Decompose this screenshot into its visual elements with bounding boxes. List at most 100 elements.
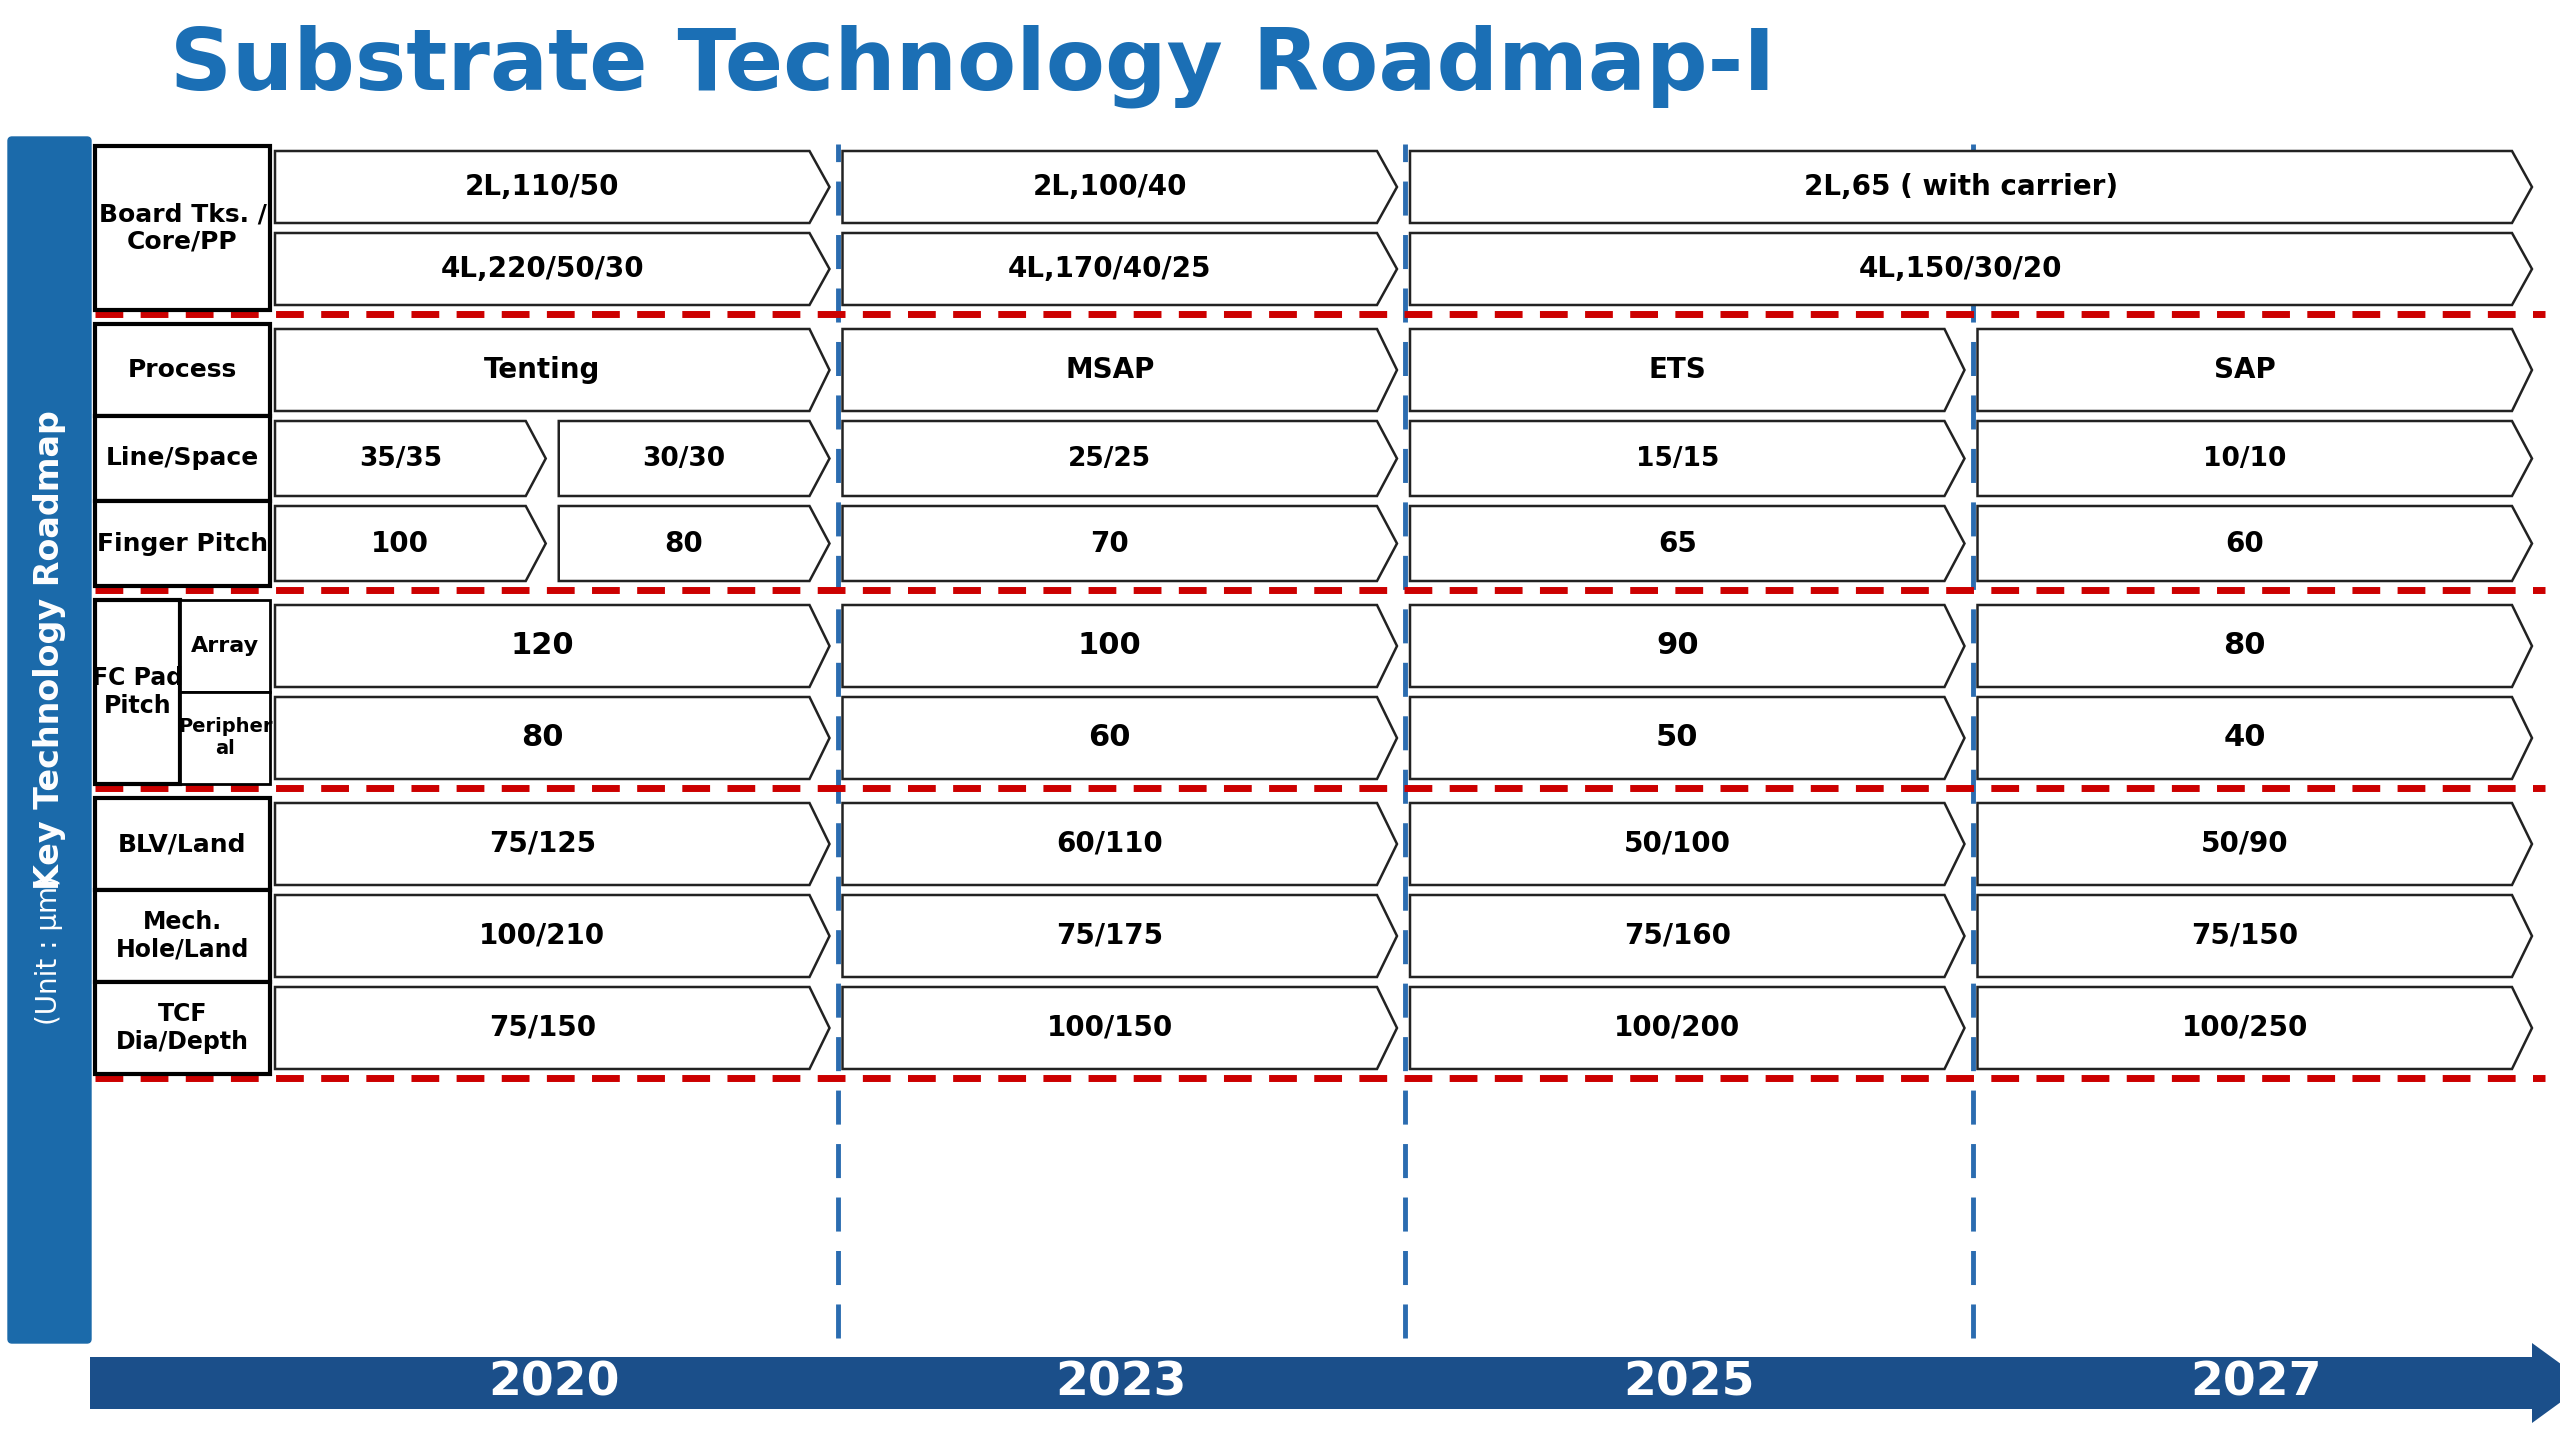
Text: Board Tks. /
Core/PP: Board Tks. / Core/PP [100, 202, 266, 254]
Polygon shape [1976, 605, 2532, 686]
Polygon shape [1411, 329, 1964, 411]
Bar [90, 1357, 2532, 1409]
Text: 100/210: 100/210 [479, 921, 604, 950]
Text: 80: 80 [2225, 631, 2266, 660]
Polygon shape [842, 605, 1398, 686]
Polygon shape [274, 895, 829, 977]
Text: Key Technology Roadmap: Key Technology Roadmap [33, 411, 67, 889]
Text: 2L,110/50: 2L,110/50 [466, 173, 620, 202]
Polygon shape [274, 605, 829, 686]
Polygon shape [1976, 506, 2532, 580]
Text: 2L,100/40: 2L,100/40 [1032, 173, 1188, 202]
Polygon shape [558, 506, 829, 580]
Polygon shape [1976, 696, 2532, 779]
Polygon shape [1976, 802, 2532, 885]
Polygon shape [842, 987, 1398, 1069]
Text: Tenting: Tenting [484, 355, 602, 385]
Polygon shape [1411, 151, 2532, 223]
Text: 2023: 2023 [1055, 1361, 1188, 1406]
Polygon shape [842, 421, 1398, 496]
Text: 120: 120 [509, 631, 573, 660]
Text: 10/10: 10/10 [2204, 445, 2286, 472]
Polygon shape [274, 506, 545, 580]
Text: 100/250: 100/250 [2181, 1014, 2309, 1042]
Polygon shape [842, 696, 1398, 779]
Text: 4L,220/50/30: 4L,220/50/30 [440, 255, 645, 283]
Text: 70: 70 [1091, 530, 1129, 557]
Bar [95, 889, 269, 982]
Bar [95, 147, 269, 311]
Text: 4L,170/40/25: 4L,170/40/25 [1009, 255, 1211, 283]
Text: 30/30: 30/30 [643, 445, 724, 472]
Polygon shape [1411, 987, 1964, 1069]
Text: 40: 40 [2225, 724, 2266, 753]
Polygon shape [1411, 421, 1964, 496]
Text: 35/35: 35/35 [358, 445, 443, 472]
Text: 2L,65 ( with carrier): 2L,65 ( with carrier) [1805, 173, 2117, 202]
Text: Substrate Technology Roadmap-I: Substrate Technology Roadmap-I [169, 25, 1777, 107]
Polygon shape [842, 329, 1398, 411]
Text: 50: 50 [1656, 724, 1697, 753]
Polygon shape [274, 151, 829, 223]
Text: ETS: ETS [1649, 355, 1705, 385]
Polygon shape [1976, 987, 2532, 1069]
Text: 2020: 2020 [489, 1361, 620, 1406]
Bar [95, 982, 269, 1074]
Text: 75/125: 75/125 [489, 830, 596, 858]
Text: 2027: 2027 [2191, 1361, 2322, 1406]
Text: 100/150: 100/150 [1047, 1014, 1172, 1042]
Polygon shape [1411, 696, 1964, 779]
Polygon shape [1411, 895, 1964, 977]
Text: BLV/Land: BLV/Land [118, 831, 246, 856]
Polygon shape [274, 329, 829, 411]
Polygon shape [274, 421, 545, 496]
Text: FC Pad
Pitch: FC Pad Pitch [92, 666, 184, 718]
Polygon shape [842, 506, 1398, 580]
Text: (Unit : μm): (Unit : μm) [36, 875, 64, 1024]
Polygon shape [1411, 802, 1964, 885]
Polygon shape [274, 802, 829, 885]
Text: TCF
Dia/Depth: TCF Dia/Depth [115, 1003, 248, 1053]
Polygon shape [2532, 1344, 2560, 1423]
Text: 65: 65 [1659, 530, 1697, 557]
Polygon shape [1411, 506, 1964, 580]
Text: 25/25: 25/25 [1068, 445, 1152, 472]
Polygon shape [1411, 605, 1964, 686]
Text: 80: 80 [666, 530, 704, 557]
Text: 15/15: 15/15 [1636, 445, 1718, 472]
Text: 50/100: 50/100 [1623, 830, 1731, 858]
Text: Peripher
al: Peripher al [177, 717, 271, 759]
Bar [95, 798, 269, 889]
Text: 4L,150/30/20: 4L,150/30/20 [1859, 255, 2063, 283]
Polygon shape [1976, 329, 2532, 411]
Text: Finger Pitch: Finger Pitch [97, 531, 269, 556]
Polygon shape [842, 151, 1398, 223]
Bar [95, 324, 269, 416]
Text: Line/Space: Line/Space [105, 447, 259, 470]
Text: 60/110: 60/110 [1057, 830, 1162, 858]
Bar [179, 601, 269, 692]
Text: 80: 80 [522, 724, 563, 753]
Text: MSAP: MSAP [1065, 355, 1155, 385]
Text: Process: Process [128, 358, 238, 382]
Polygon shape [274, 234, 829, 305]
Text: Array: Array [192, 636, 259, 656]
FancyBboxPatch shape [8, 136, 92, 1344]
Bar [179, 692, 269, 784]
Text: Mech.
Hole/Land: Mech. Hole/Land [115, 910, 248, 962]
Text: 75/160: 75/160 [1623, 921, 1731, 950]
Polygon shape [1976, 421, 2532, 496]
Polygon shape [842, 895, 1398, 977]
Bar [95, 501, 269, 586]
Text: 100: 100 [1078, 631, 1142, 660]
Bar [95, 416, 269, 501]
Text: 60: 60 [1088, 724, 1132, 753]
Polygon shape [274, 987, 829, 1069]
Text: 75/150: 75/150 [2191, 921, 2299, 950]
Polygon shape [842, 234, 1398, 305]
Text: 100: 100 [371, 530, 430, 557]
Polygon shape [274, 696, 829, 779]
Text: 90: 90 [1656, 631, 1700, 660]
Text: 100/200: 100/200 [1615, 1014, 1741, 1042]
Polygon shape [1976, 895, 2532, 977]
